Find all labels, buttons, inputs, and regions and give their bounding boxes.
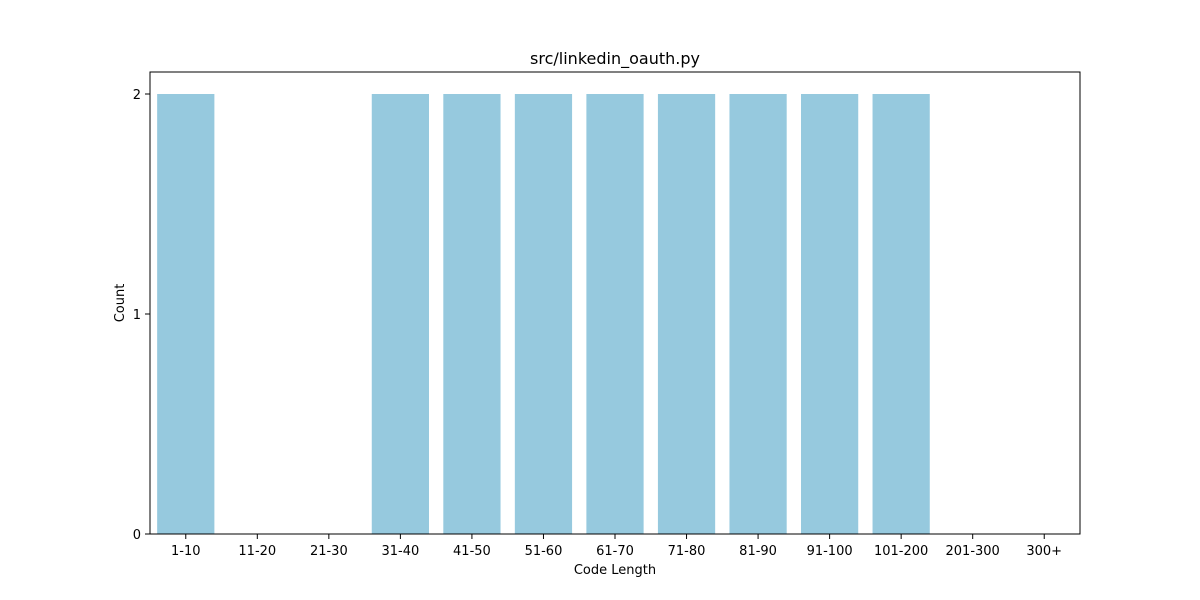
bar-51-60 (514, 94, 573, 534)
x-tick-label-1-10: 1-10 (171, 544, 201, 559)
bar-1-10 (157, 94, 215, 534)
bar-81-90 (729, 94, 787, 534)
bar-61-70 (586, 94, 644, 534)
x-tick-label-101-200: 101-200 (874, 544, 928, 559)
bar-41-50 (443, 94, 501, 534)
x-tick-label-31-40: 31-40 (381, 544, 419, 559)
y-axis-label: Count (113, 284, 128, 323)
bar-91-100 (801, 94, 859, 534)
y-tick-label-1: 1 (133, 308, 141, 323)
bar-101-200 (872, 94, 930, 534)
x-axis: 1-10 11-20 21-30 31-40 41-50 51-60 61-70 71-80 8… (171, 534, 1062, 559)
bars-layer (157, 94, 930, 534)
x-tick-label-201-300: 201-300 (946, 544, 1000, 559)
bar-71-80 (657, 94, 716, 534)
x-tick-label-81-90: 81-90 (739, 544, 777, 559)
x-tick-label-51-60: 51-60 (525, 544, 563, 559)
x-tick-label-61-70: 61-70 (596, 544, 634, 559)
x-tick-label-300: 300+ (1026, 544, 1062, 559)
x-tick-label-91-100: 91-100 (807, 544, 853, 559)
x-axis-label: Code Length (574, 563, 656, 578)
chart-title: src/linkedin_oauth.py (530, 49, 700, 69)
y-tick-label-2: 2 (133, 88, 141, 103)
x-tick-label-21-30: 21-30 (310, 544, 348, 559)
x-tick-label-71-80: 71-80 (668, 544, 706, 559)
y-tick-label-0: 0 (133, 528, 141, 543)
y-axis: 0 1 2 (133, 88, 150, 543)
x-tick-label-11-20: 11-20 (238, 544, 276, 559)
bar-31-40 (371, 94, 429, 534)
x-tick-label-41-50: 41-50 (453, 544, 491, 559)
